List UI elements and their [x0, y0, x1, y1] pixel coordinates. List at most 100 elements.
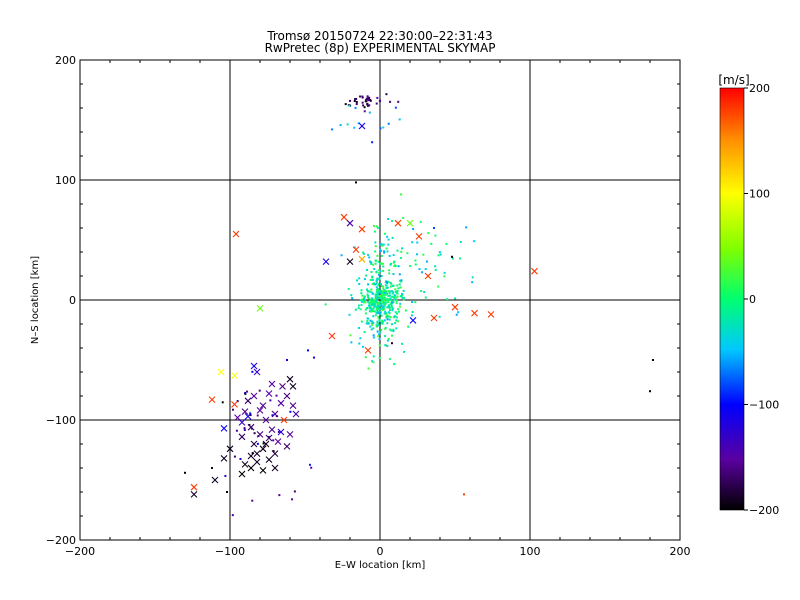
data-point-cluster-0 [385, 290, 388, 293]
data-point-cluster-2 [384, 344, 387, 347]
data-point-x-marker [358, 122, 366, 130]
data-point-cluster-1 [378, 269, 381, 272]
data-point-cluster-2 [361, 298, 364, 301]
data-point-cluster-1 [396, 284, 399, 287]
data-point-cluster-0 [370, 291, 373, 294]
data-point-cluster-2 [377, 335, 380, 338]
data-point-cluster-1 [363, 330, 366, 333]
data-point-cluster-0 [401, 297, 404, 300]
data-point-cluster-0 [370, 300, 373, 303]
data-point-cluster-1 [353, 246, 356, 249]
data-point-cluster-3 [355, 100, 358, 103]
data-point-cluster-3 [367, 104, 370, 107]
y-tick-label-0: −200 [46, 534, 76, 547]
data-point-cluster-0 [399, 302, 402, 305]
data-point-cluster-0 [369, 299, 372, 302]
data-point-cluster-1 [366, 268, 369, 271]
data-point-cluster-5 [221, 401, 224, 404]
data-point-cluster-0 [385, 313, 388, 316]
data-point-x-marker [268, 426, 276, 433]
data-point-x-marker [279, 383, 286, 390]
data-point-cluster-2 [372, 304, 375, 307]
data-point-cluster-5 [269, 399, 272, 402]
data-point-x-marker [190, 483, 198, 491]
data-point-cluster-2 [361, 299, 364, 302]
data-point-cluster-6 [421, 271, 424, 274]
data-point-dot [451, 255, 453, 258]
data-point-cluster-4 [379, 127, 382, 130]
data-point-cluster-1 [387, 238, 390, 241]
data-point-cluster-1 [372, 263, 375, 266]
data-point-cluster-1 [399, 286, 402, 289]
data-point-cluster-1 [368, 307, 371, 310]
data-point-cluster-2 [370, 328, 373, 331]
data-point-x-marker [265, 456, 273, 463]
data-point-cluster-1 [380, 275, 383, 278]
data-point-cluster-0 [387, 295, 390, 298]
data-point-cluster-6 [419, 220, 422, 223]
data-point-cluster-1 [374, 262, 377, 265]
data-point-cluster-0 [373, 302, 376, 305]
data-point-x-marker [253, 458, 261, 466]
data-point-cluster-1 [388, 294, 391, 297]
data-point-cluster-0 [377, 293, 380, 296]
data-point-cluster-1 [392, 316, 395, 319]
data-point-cluster-3 [397, 100, 400, 103]
data-point-cluster-1 [389, 281, 392, 284]
data-point-cluster-1 [340, 254, 343, 257]
data-point-cluster-6 [459, 240, 462, 243]
data-point-cluster-5 [310, 466, 313, 469]
data-point-cluster-5 [253, 432, 256, 435]
data-point-cluster-2 [367, 367, 370, 370]
data-point-cluster-3 [355, 97, 358, 100]
data-point-x-marker [451, 303, 459, 311]
data-point-dot [307, 349, 309, 352]
data-point-cluster-1 [383, 232, 386, 235]
data-point-cluster-5 [224, 474, 227, 477]
data-point-x-marker [286, 375, 294, 383]
data-point-x-marker [244, 397, 252, 405]
data-point-dot [211, 467, 213, 469]
data-point-cluster-0 [374, 314, 377, 317]
data-point-cluster-4 [354, 106, 357, 109]
data-point-cluster-0 [385, 287, 388, 290]
data-point-cluster-0 [369, 304, 372, 307]
data-point-cluster-1 [374, 250, 377, 253]
data-point-cluster-0 [382, 301, 385, 304]
data-point-cluster-1 [396, 249, 399, 252]
data-point-cluster-5 [289, 410, 292, 413]
data-point-cluster-1 [388, 254, 391, 257]
data-point-cluster-5 [235, 429, 238, 432]
data-point-cluster-1 [378, 274, 381, 277]
data-point-cluster-2 [370, 310, 373, 313]
data-point-cluster-6 [409, 265, 412, 268]
data-point-x-marker [277, 399, 285, 407]
data-point-x-marker [238, 433, 246, 441]
data-point-cluster-4 [371, 141, 374, 144]
data-point-cluster-1 [367, 253, 370, 256]
data-point-cluster-4 [368, 111, 371, 114]
data-point-cluster-2 [357, 326, 360, 329]
data-point-cluster-2 [383, 290, 386, 293]
data-point-cluster-1 [400, 279, 403, 282]
data-point-cluster-2 [395, 319, 398, 322]
data-point-cluster-1 [394, 265, 397, 268]
data-point-cluster-2 [359, 308, 362, 311]
data-point-cluster-3 [365, 98, 368, 101]
data-point-cluster-1 [388, 269, 391, 272]
data-point-cluster-0 [359, 299, 362, 302]
data-point-cluster-1 [377, 288, 380, 291]
data-point-cluster-3 [363, 106, 366, 109]
data-point-cluster-0 [391, 285, 394, 288]
data-point-cluster-5 [243, 427, 246, 430]
data-point-cluster-0 [386, 292, 389, 295]
data-point-cluster-2 [372, 322, 375, 325]
y-tick-label-3: 100 [55, 174, 76, 187]
data-point-cluster-0 [375, 299, 378, 302]
data-point-cluster-0 [398, 283, 401, 286]
data-point-x-marker [358, 255, 366, 263]
data-point-cluster-1 [386, 286, 389, 289]
data-point-cluster-0 [370, 298, 373, 301]
data-point-cluster-2 [372, 361, 375, 364]
data-point-cluster-0 [370, 322, 373, 325]
